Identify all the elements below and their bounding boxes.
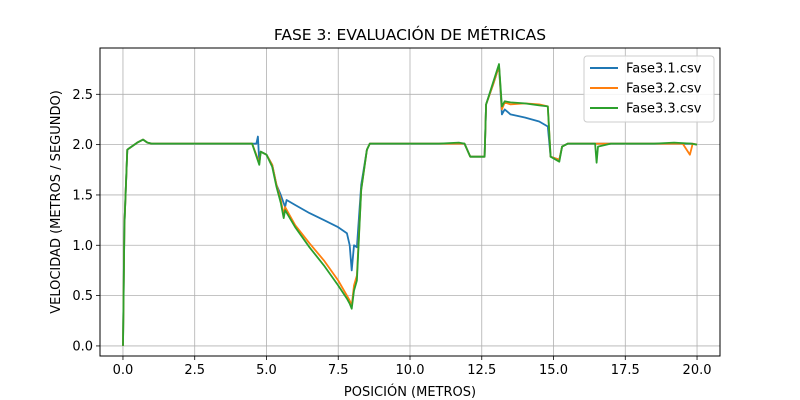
- x-tick-label: 10.0: [396, 363, 425, 378]
- legend: Fase3.1.csv Fase3.2.csv Fase3.3.csv: [583, 55, 715, 123]
- series-line-3: [122, 63, 698, 346]
- y-tick-label: 2.0: [72, 138, 93, 153]
- legend-label-1: Fase3.1.csv: [626, 62, 702, 77]
- y-tick-label: 0.0: [72, 339, 93, 354]
- legend-label-3: Fase3.3.csv: [626, 102, 702, 117]
- x-tick-label: 0.0: [113, 363, 134, 378]
- y-axis-label: VELOCIDAD (METROS / SEGUNDO): [49, 90, 64, 314]
- grid: [100, 48, 720, 356]
- x-tick-label: 20.0: [683, 363, 712, 378]
- x-tick-label: 15.0: [539, 363, 568, 378]
- chart-title: FASE 3: EVALUACIÓN DE MÉTRICAS: [274, 25, 546, 44]
- x-tick-label: 7.5: [328, 363, 349, 378]
- y-tick-label: 0.5: [72, 289, 93, 304]
- x-tick-label: 12.5: [467, 363, 496, 378]
- y-tick-label: 2.5: [72, 88, 93, 103]
- y-axis: 0.0 0.5 1.0 1.5 2.0 2.5: [72, 88, 100, 354]
- legend-box: [583, 55, 715, 123]
- y-tick-label: 1.5: [72, 188, 93, 203]
- x-axis: 0.0 2.5 5.0 7.5 10.0 12.5 15.0 17.5 20.0: [113, 356, 712, 378]
- x-tick-label: 5.0: [256, 363, 277, 378]
- y-tick-label: 1.0: [72, 239, 93, 254]
- x-tick-label: 2.5: [184, 363, 205, 378]
- x-axis-label: POSICIÓN (METROS): [344, 384, 476, 400]
- series-layer: [122, 63, 698, 346]
- legend-label-2: Fase3.2.csv: [626, 82, 702, 97]
- x-tick-label: 17.5: [611, 363, 640, 378]
